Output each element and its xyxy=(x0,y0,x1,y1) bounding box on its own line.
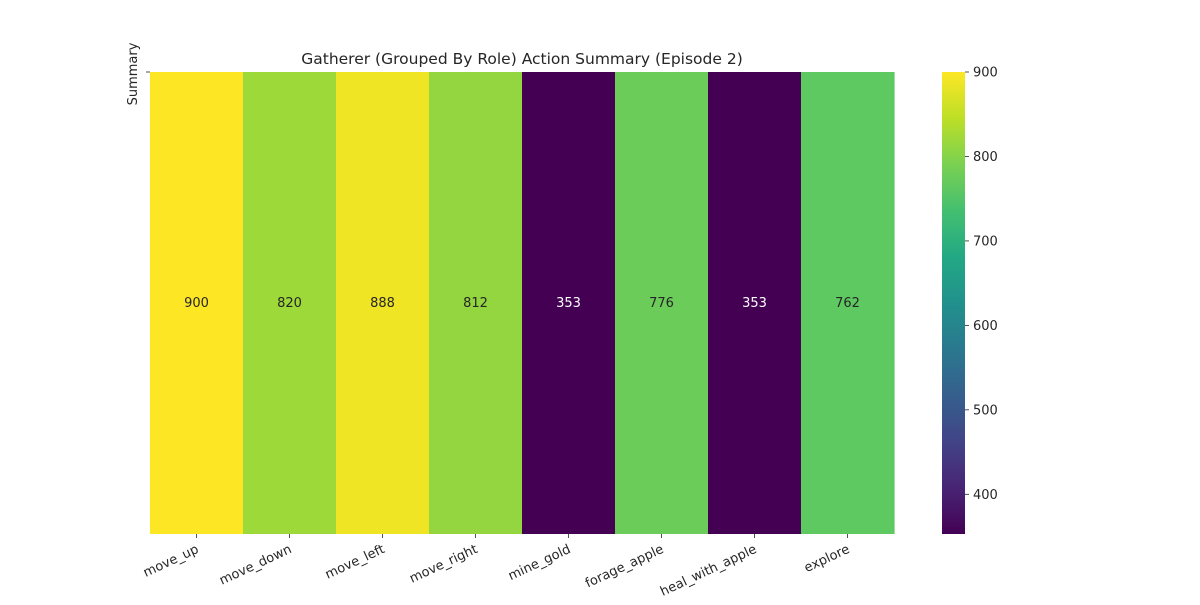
heatmap-cell-heal_with_apple xyxy=(708,72,802,534)
cell-value-label-move_up: 900 xyxy=(184,296,209,311)
cell-value-label-move_left: 888 xyxy=(370,296,395,311)
colorbar-tick-label-800: 800 xyxy=(973,150,998,165)
heatmap-cell-move_down xyxy=(243,72,337,534)
colorbar-gradient xyxy=(942,72,965,534)
cell-value-label-move_right: 812 xyxy=(463,296,488,311)
heatmap-cells xyxy=(150,72,895,534)
x-tick-label-move_right: move_right xyxy=(407,542,480,587)
cell-value-label-mine_gold: 353 xyxy=(556,296,581,311)
x-tick-label-mine_gold: mine_gold xyxy=(506,542,573,584)
x-axis-ticks: move_up move_down move_left move_right mine_… xyxy=(141,534,852,600)
y-axis-label: Summary xyxy=(126,42,141,105)
heatmap-cell-mine_gold xyxy=(522,72,616,534)
colorbar-ticks: 400 500 600 700 800 900 xyxy=(965,66,998,503)
heatmap-cell-forage_apple xyxy=(615,72,709,534)
x-tick-label-explore: explore xyxy=(802,542,852,576)
heatmap-cell-explore xyxy=(801,72,895,534)
cell-value-label-explore: 762 xyxy=(835,296,860,311)
heatmap-cell-move_right xyxy=(429,72,523,534)
x-tick-label-forage_apple: forage_apple xyxy=(583,542,666,591)
cell-value-label-heal_with_apple: 353 xyxy=(742,296,767,311)
heatmap-cell-labels: 900 820 888 812 353 776 353 762 xyxy=(184,296,860,311)
heatmap-cell-move_up xyxy=(150,72,244,534)
colorbar-tick-label-500: 500 xyxy=(973,403,998,418)
heatmap-cell-move_left xyxy=(336,72,430,534)
x-tick-label-move_left: move_left xyxy=(323,542,387,583)
cell-value-label-forage_apple: 776 xyxy=(649,296,674,311)
chart-title: Gatherer (Grouped By Role) Action Summar… xyxy=(301,50,743,68)
colorbar-tick-label-700: 700 xyxy=(973,234,998,249)
colorbar-tick-label-900: 900 xyxy=(973,66,998,81)
cell-value-label-move_down: 820 xyxy=(277,296,302,311)
x-tick-label-move_down: move_down xyxy=(217,542,294,589)
colorbar-tick-label-400: 400 xyxy=(973,488,998,503)
x-tick-label-move_up: move_up xyxy=(141,542,201,581)
colorbar-tick-label-600: 600 xyxy=(973,319,998,334)
x-tick-label-heal_with_apple: heal_with_apple xyxy=(658,542,759,600)
colorbar: 400 500 600 700 800 900 xyxy=(942,66,998,534)
